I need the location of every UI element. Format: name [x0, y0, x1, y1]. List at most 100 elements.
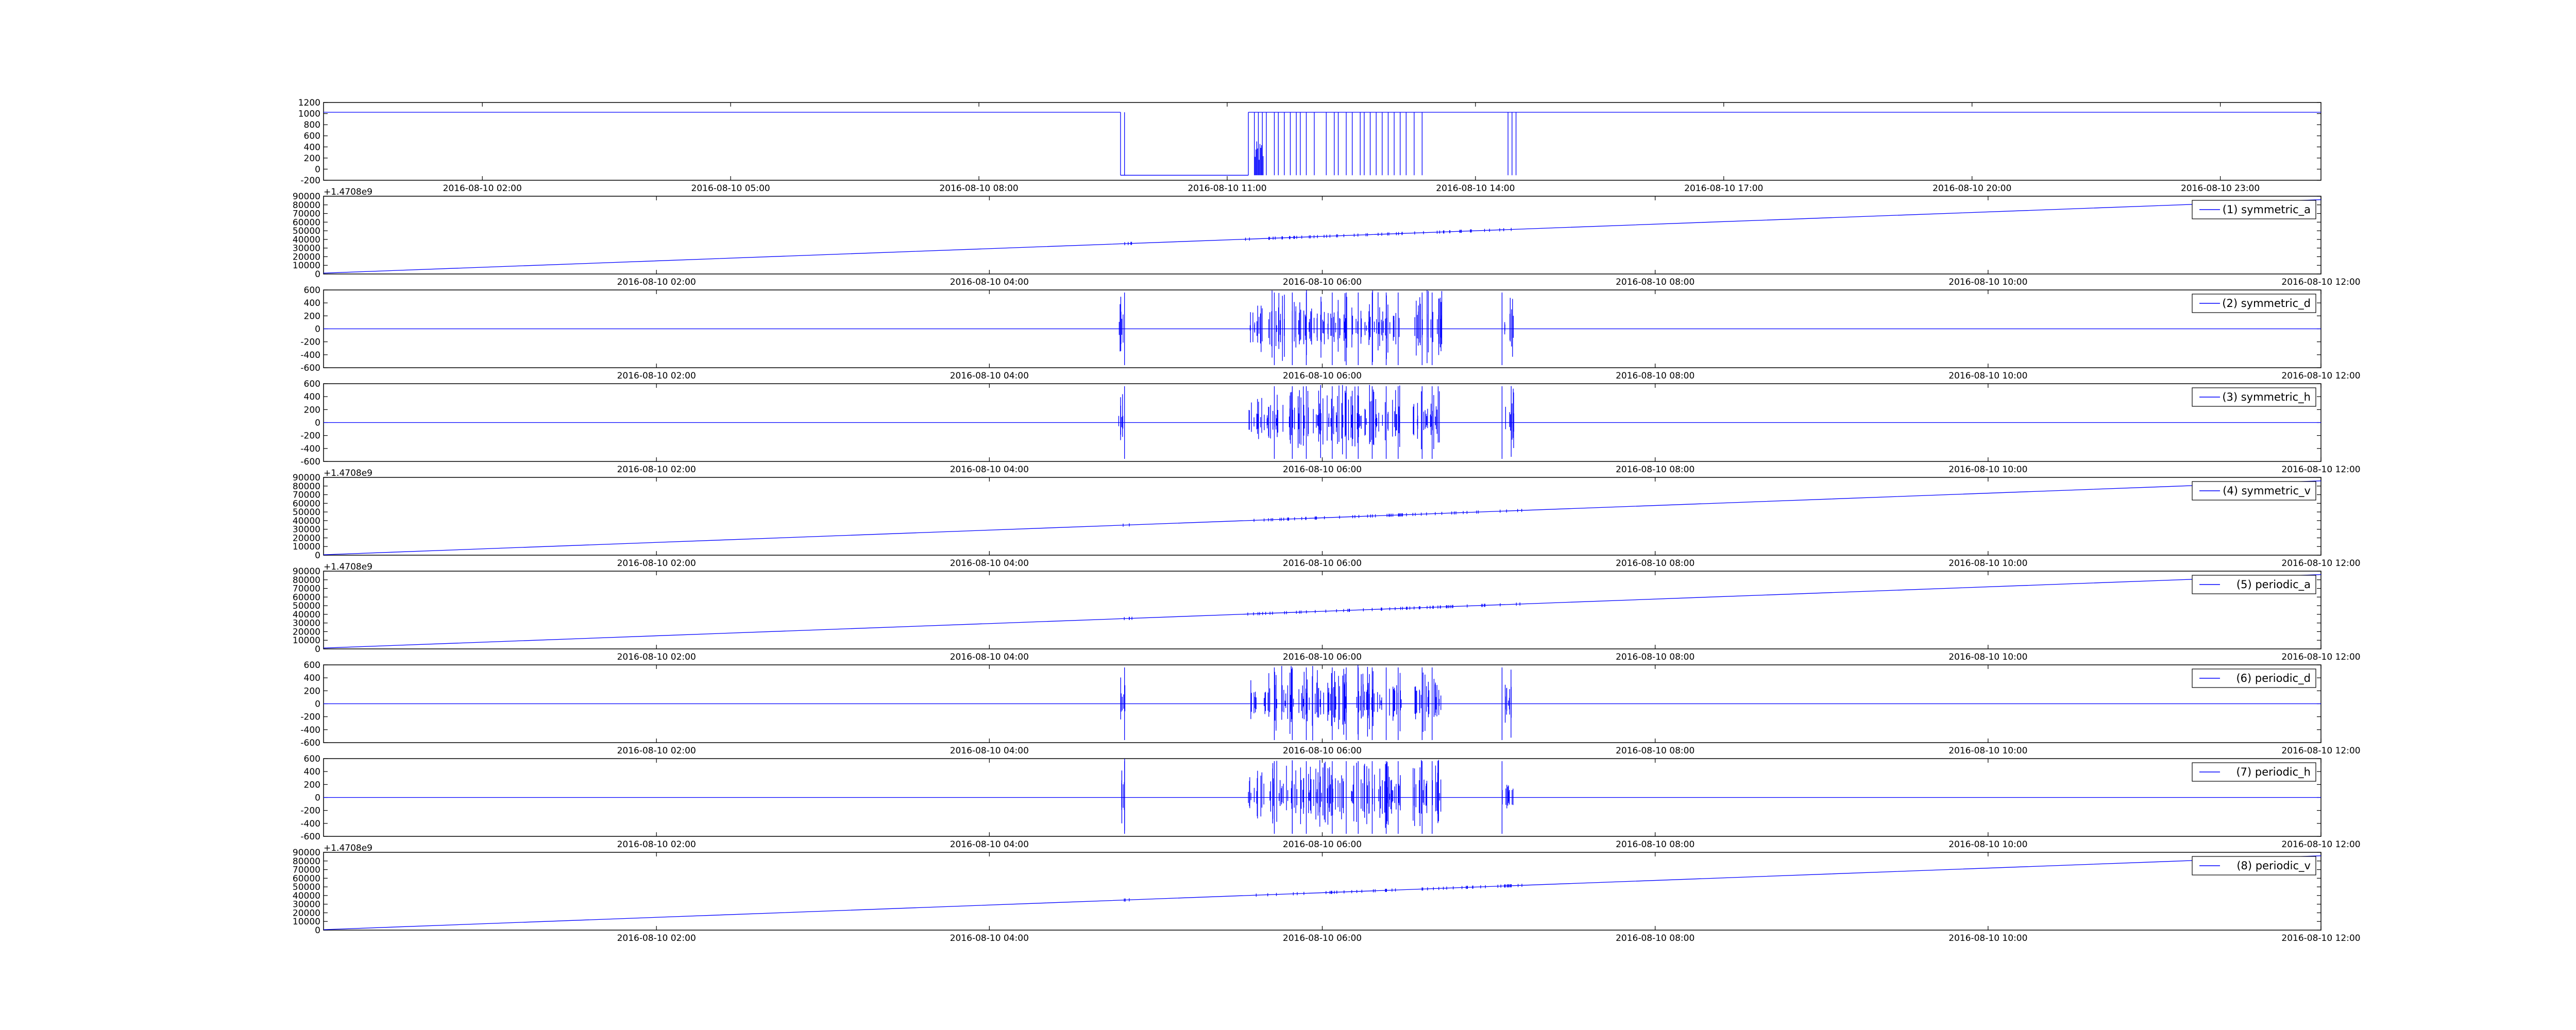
x-tick-label: 2016-08-10 10:00: [1948, 465, 2027, 475]
offset-label: +1.4708e9: [324, 562, 372, 572]
y-tick-label: 0: [315, 551, 320, 561]
y-tick-label: 60000: [293, 592, 320, 603]
y-tick-label: -200: [300, 176, 320, 186]
legend: (4) symmetric_v: [2192, 481, 2316, 501]
x-tick-label: 2016-08-10 06:00: [1283, 933, 1362, 943]
x-tick-label: 2016-08-10 10:00: [1948, 933, 2027, 943]
y-tick-label: 90000: [293, 192, 320, 202]
x-tick-label: 2016-08-10 08:00: [1616, 839, 1694, 850]
y-tick-label: 70000: [293, 584, 320, 594]
y-tick-label: 0: [315, 699, 320, 710]
y-tick-label: -400: [300, 350, 320, 360]
y-tick-label: 10000: [293, 636, 320, 646]
y-tick-label: -600: [300, 363, 320, 373]
y-tick-label: 0: [315, 164, 320, 175]
x-tick-label: 2016-08-10 04:00: [950, 371, 1029, 381]
y-tick-label: 0: [315, 925, 320, 936]
x-tick-label: 2016-08-10 04:00: [950, 746, 1029, 756]
subplot-8: -600 -400 -200 0 200 400 600 2016-08-10 02:00 20…: [300, 754, 2360, 850]
x-tick-label: 2016-08-10 12:00: [2281, 277, 2360, 287]
x-tick-label: 2016-08-10 08:00: [939, 183, 1018, 194]
x-tick-label: 2016-08-10 12:00: [2281, 839, 2360, 850]
series-line: [323, 480, 2321, 555]
y-tick-label: 20000: [293, 627, 320, 637]
y-tick-label: 600: [304, 131, 320, 142]
x-tick-label: 2016-08-10 17:00: [1684, 183, 1763, 194]
y-tick-label: -200: [300, 806, 320, 816]
x-tick-label: 2016-08-10 04:00: [950, 652, 1029, 662]
y-tick-label: 600: [304, 379, 320, 389]
x-tick-label: 2016-08-10 08:00: [1616, 371, 1694, 381]
legend: (3) symmetric_h: [2192, 387, 2316, 407]
legend-label: (7) periodic_h: [2236, 766, 2311, 779]
x-tick-label: 2016-08-10 02:00: [617, 933, 696, 943]
y-tick-label: 80000: [293, 482, 320, 492]
y-tick-label: 20000: [293, 908, 320, 918]
y-tick-label: 20000: [293, 533, 320, 543]
y-tick-label: 50000: [293, 601, 320, 611]
x-tick-label: 2016-08-10 08:00: [1616, 652, 1694, 662]
x-tick-label: 2016-08-10 02:00: [617, 652, 696, 662]
x-tick-label: 2016-08-10 14:00: [1436, 183, 1515, 194]
y-tick-label: 50000: [293, 882, 320, 892]
x-tick-label: 2016-08-10 10:00: [1948, 277, 2027, 287]
y-tick-label: -400: [300, 819, 320, 829]
x-tick-label: 2016-08-10 10:00: [1948, 652, 2027, 662]
x-tick-label: 2016-08-10 02:00: [617, 746, 696, 756]
y-tick-label: 400: [304, 392, 320, 402]
x-tick-label: 2016-08-10 10:00: [1948, 371, 2027, 381]
legend: (6) periodic_d: [2192, 668, 2316, 688]
y-tick-label: 80000: [293, 575, 320, 586]
x-tick-label: 2016-08-10 06:00: [1283, 839, 1362, 850]
y-tick-label: 600: [304, 660, 320, 671]
y-tick-label: 50000: [293, 507, 320, 518]
offset-label: +1.4708e9: [324, 468, 372, 478]
y-tick-label: 1200: [298, 98, 320, 108]
subplot-4: -600 -400 -200 0 200 400 600 2016-08-10 02:00 20…: [300, 379, 2360, 475]
y-tick-label: 40000: [293, 235, 320, 245]
legend-label: (2) symmetric_d: [2222, 297, 2311, 310]
x-tick-label: 2016-08-10 02:00: [617, 558, 696, 569]
y-tick-label: 200: [304, 153, 320, 164]
y-tick-label: 60000: [293, 217, 320, 228]
x-tick-label: 2016-08-10 08:00: [1616, 465, 1694, 475]
y-tick-label: 200: [304, 780, 320, 790]
y-tick-label: 90000: [293, 848, 320, 858]
y-tick-label: 200: [304, 311, 320, 321]
y-tick-label: 400: [304, 673, 320, 683]
y-tick-label: 200: [304, 686, 320, 696]
axes-frame: [323, 102, 2321, 181]
x-tick-label: 2016-08-10 12:00: [2281, 933, 2360, 943]
y-tick-label: -600: [300, 738, 320, 748]
x-tick-label: 2016-08-10 04:00: [950, 277, 1029, 287]
y-tick-label: 1000: [298, 109, 320, 119]
y-tick-label: 600: [304, 285, 320, 296]
y-tick-label: -400: [300, 444, 320, 454]
x-tick-label: 2016-08-10 10:00: [1948, 746, 2027, 756]
x-tick-label: 2016-08-10 10:00: [1948, 839, 2027, 850]
series-line: [324, 665, 2321, 741]
x-tick-label: 2016-08-10 04:00: [950, 839, 1029, 850]
x-tick-label: 2016-08-10 10:00: [1948, 558, 2027, 569]
legend-box: [2192, 575, 2316, 594]
legend: (5) periodic_a: [2192, 575, 2316, 594]
y-tick-label: -200: [300, 712, 320, 723]
series-line: [323, 855, 2321, 930]
y-tick-label: 40000: [293, 891, 320, 901]
legend: (8) periodic_v: [2192, 856, 2316, 876]
y-tick-label: 0: [315, 418, 320, 428]
y-tick-label: 600: [304, 754, 320, 764]
y-tick-label: -600: [300, 457, 320, 467]
x-tick-label: 2016-08-10 06:00: [1283, 465, 1362, 475]
y-tick-label: 90000: [293, 566, 320, 577]
y-tick-label: 20000: [293, 252, 320, 262]
x-tick-label: 2016-08-10 06:00: [1283, 652, 1362, 662]
x-tick-label: 2016-08-10 02:00: [617, 465, 696, 475]
x-tick-label: 2016-08-10 12:00: [2281, 465, 2360, 475]
legend-label: (4) symmetric_v: [2223, 485, 2311, 497]
series-line: [324, 759, 2321, 834]
x-tick-label: 2016-08-10 04:00: [950, 558, 1029, 569]
y-tick-label: 30000: [293, 244, 320, 254]
legend-label: (1) symmetric_a: [2223, 203, 2311, 216]
